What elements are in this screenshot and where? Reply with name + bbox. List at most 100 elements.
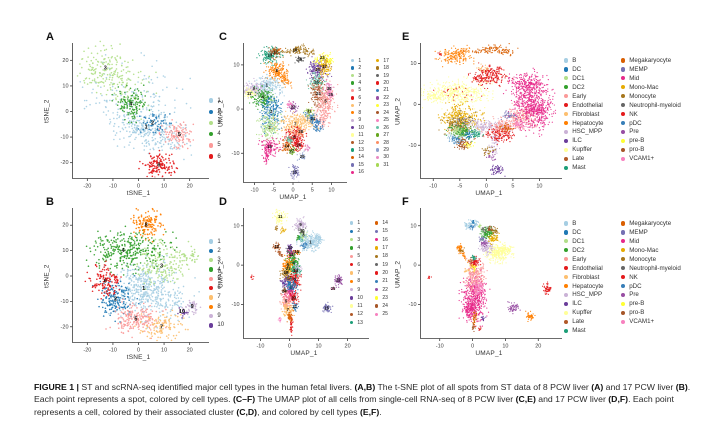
legend-label: MEMP bbox=[629, 65, 648, 73]
legend-color-dot bbox=[564, 147, 569, 152]
legend-color-dot bbox=[621, 138, 626, 143]
legend-color-dot bbox=[564, 292, 569, 298]
legend-color-dot bbox=[351, 155, 355, 160]
legend-item: Kupffer bbox=[564, 145, 604, 154]
legend-item: B bbox=[564, 56, 604, 65]
legend-label: 10 bbox=[357, 294, 363, 301]
legend-label: 3 bbox=[357, 236, 361, 243]
legend-label: Mast bbox=[572, 327, 586, 335]
legend-color-dot bbox=[564, 112, 569, 117]
legend-e-col1: B DC DC1 DC2 Early Endothelial Fibroblast Hepat… bbox=[564, 56, 604, 172]
legend-item: DC2 bbox=[564, 246, 604, 255]
legend-item: pro-B bbox=[621, 145, 681, 154]
legend-item: DC2 bbox=[564, 83, 604, 92]
legend-label: 4 bbox=[358, 80, 362, 87]
legend-color-dot bbox=[564, 94, 569, 99]
legend-color-dot bbox=[376, 73, 380, 78]
legend-f-col2: Megakaryocyte MEMP Mid Mono-Mac Monocyte Neut… bbox=[621, 219, 681, 326]
legend-item: B bbox=[564, 219, 604, 228]
caption-segment: and 17 PCW liver bbox=[535, 394, 609, 405]
legend-item: 6 bbox=[350, 260, 363, 268]
legend-color-dot bbox=[375, 229, 379, 234]
legend-color-dot bbox=[621, 292, 626, 298]
legend-color-dot bbox=[350, 287, 354, 292]
legend-item: Fibroblast bbox=[564, 273, 604, 282]
legend-label: 1 bbox=[358, 57, 362, 64]
legend-label: 11 bbox=[357, 303, 363, 310]
legend-color-dot bbox=[621, 283, 626, 289]
legend-color-dot bbox=[350, 321, 354, 325]
legend-color-dot bbox=[376, 125, 380, 130]
legend-label: 13 bbox=[358, 146, 364, 153]
legend-color-dot bbox=[376, 148, 380, 152]
legend-label: Mast bbox=[572, 164, 586, 172]
legend-item: HSC_MPP bbox=[564, 128, 604, 137]
legend-label: 9 bbox=[358, 117, 362, 124]
legend-item: 4 bbox=[351, 79, 364, 86]
figure-caption: FIGURE 1 | ST and scRNA-seq identified m… bbox=[34, 381, 694, 418]
legend-color-dot bbox=[351, 118, 355, 122]
legend-item: 2 bbox=[351, 64, 364, 71]
legend-label: 1 bbox=[357, 220, 361, 227]
legend-color-dot bbox=[564, 156, 569, 161]
legend-color-dot bbox=[375, 304, 379, 308]
legend-item: pDC bbox=[621, 119, 681, 128]
legend-label: Neutrophil-myeloid bbox=[629, 264, 681, 272]
legend-label: Megakaryocyte bbox=[629, 219, 672, 227]
legend-color-dot bbox=[564, 319, 569, 324]
caption-segment: , and colored by cell types bbox=[257, 406, 360, 417]
legend-label: Pre bbox=[629, 291, 639, 299]
legend-color-dot bbox=[375, 287, 379, 292]
legend-item: Early bbox=[564, 92, 604, 101]
legend-label: 12 bbox=[358, 139, 364, 146]
legend-color-dot bbox=[376, 66, 380, 70]
legend-label: 3 bbox=[358, 72, 362, 79]
legend-color-dot bbox=[375, 246, 379, 250]
legend-label: Monocyte bbox=[629, 255, 657, 263]
legend-item: Fibroblast bbox=[564, 110, 604, 119]
legend-color-dot bbox=[564, 301, 569, 306]
legend-item: 12 bbox=[351, 139, 364, 146]
legend-item: Pre bbox=[621, 291, 681, 300]
legend-color-dot bbox=[564, 58, 569, 63]
legend-item: MEMP bbox=[621, 228, 681, 237]
legend-color-dot bbox=[350, 246, 354, 250]
legend-label: 6 bbox=[357, 261, 361, 268]
legend-label: Mono-Mac bbox=[629, 246, 659, 254]
legend-label: Fibroblast bbox=[572, 273, 600, 281]
legend-color-dot bbox=[621, 129, 626, 135]
legend-color-dot bbox=[351, 66, 355, 70]
legend-item: Mono-Mac bbox=[621, 83, 681, 92]
caption-segment: The UMAP plot of all cells from single-c… bbox=[255, 394, 516, 405]
legend-item: 9 bbox=[350, 285, 363, 293]
legend-color-dot bbox=[375, 254, 379, 259]
legend-item: Endothelial bbox=[564, 264, 604, 273]
caption-segment: . Each point represents a cell, colored … bbox=[34, 394, 674, 417]
legend-color-dot bbox=[351, 59, 355, 63]
legend-label: 9 bbox=[357, 286, 361, 293]
legend-label: pro-B bbox=[629, 146, 645, 154]
legend-color-dot bbox=[621, 257, 626, 262]
legend-item: 15 bbox=[351, 161, 364, 168]
legend-color-dot bbox=[564, 239, 569, 244]
legend-color-dot bbox=[564, 76, 569, 81]
legend-color-dot bbox=[564, 230, 569, 235]
legend-color-dot bbox=[350, 312, 354, 317]
legend-label: 7 bbox=[358, 102, 362, 109]
legend-color-dot bbox=[350, 262, 354, 267]
legend-color-dot bbox=[375, 221, 379, 225]
legend-label: 11 bbox=[358, 132, 364, 139]
legend-item: Monocyte bbox=[621, 92, 681, 101]
legend-item: 7 bbox=[351, 102, 364, 109]
legend-color-dot bbox=[376, 81, 380, 85]
legend-label: DC1 bbox=[572, 74, 585, 82]
legend-color-dot bbox=[564, 275, 569, 280]
legend-color-dot bbox=[350, 221, 354, 225]
legend-item: ILC bbox=[564, 136, 604, 145]
legend-label: Fibroblast bbox=[572, 110, 600, 118]
legend-color-dot bbox=[350, 296, 354, 300]
legend-color-dot bbox=[621, 266, 626, 271]
legend-label: HSC_MPP bbox=[572, 128, 603, 136]
legend-color-dot bbox=[564, 138, 569, 143]
legend-item: 2 bbox=[350, 227, 363, 235]
